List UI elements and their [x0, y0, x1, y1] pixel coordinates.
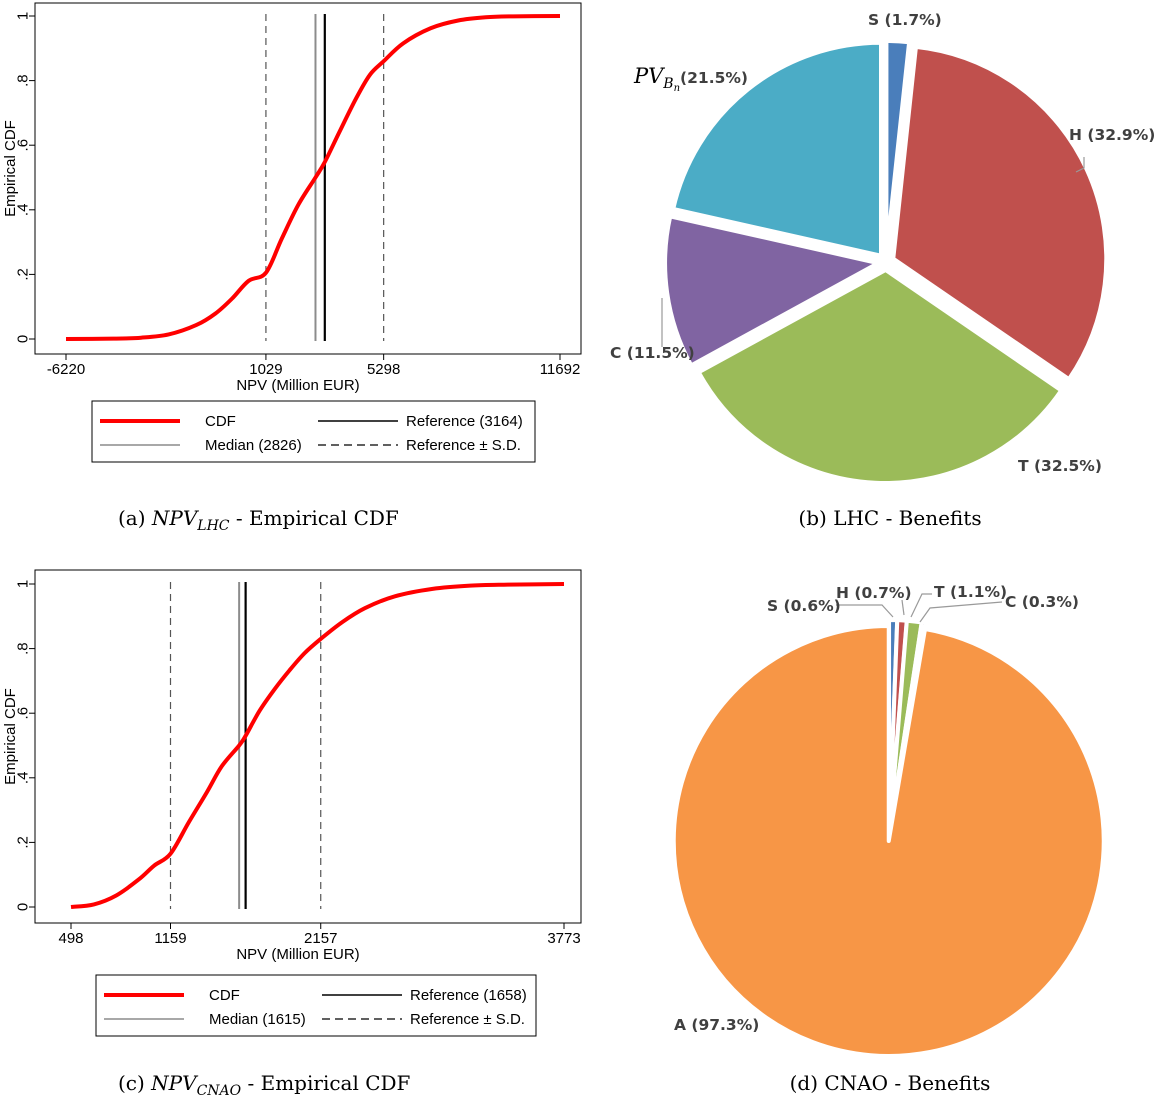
cdf-curve: [70, 582, 565, 909]
legend-label: CDF: [209, 987, 240, 1004]
pie-label-A: A (97.3%): [674, 1016, 759, 1034]
legend-box: [91, 400, 536, 463]
y-tick-label: .2: [15, 836, 32, 849]
x-tick-label: 5298: [367, 361, 400, 378]
pie-label-C: C (0.3%): [1005, 593, 1079, 611]
pie-slice-T: [696, 267, 1064, 485]
leader-line: [919, 601, 1003, 623]
y-tick-label: 0: [15, 903, 32, 911]
legend: CDF Reference (3164) Median (2826) Referenc…: [91, 400, 536, 463]
pie-slice-A: [671, 623, 1106, 1058]
x-tick-label: 3773: [547, 930, 580, 947]
leader-line: [836, 604, 894, 618]
y-tick-label: 1: [15, 580, 32, 588]
caption-prefix: (c): [118, 1071, 151, 1095]
y-axis-label: Empirical CDF: [2, 120, 19, 217]
pie-chart-d: S (0.6%)H (0.7%) T (1.1%)C (0.3%) A (97.3%…: [671, 583, 1106, 1095]
pie-slice-S: [884, 39, 912, 257]
pie-label-C: C (11.5%): [610, 344, 695, 362]
caption-math: NPV: [151, 506, 200, 530]
y-tick-label: 0: [15, 335, 32, 343]
caption-math: NPV: [150, 1071, 199, 1095]
y-axis-label: Empirical CDF: [2, 688, 19, 785]
leader-line: [901, 599, 905, 616]
y-tick-label: .4: [15, 772, 32, 785]
cdf-chart-a: 0 .2 .4 .6 .8 1 -6220 1029 5298 11692 NPV (Million…: [2, 2, 582, 534]
caption-subscript: LHC: [196, 518, 230, 534]
figure-caption: (a) NPVLHC - Empirical CDF: [118, 506, 399, 534]
x-axis-label: NPV (Million EUR): [236, 377, 359, 394]
x-tick-label: 1029: [249, 361, 282, 378]
plot-frame: [34, 2, 582, 355]
x-tick-label: 498: [58, 930, 83, 947]
leader-line: [910, 593, 932, 618]
y-tick-label: .8: [15, 642, 32, 655]
pie-chart-b: S (1.7%)H (32.9%)T (32.5%)C (11.5%)PVBn(…: [610, 11, 1155, 530]
caption-prefix: (a): [118, 506, 152, 530]
x-tick-label: 1159: [154, 930, 186, 947]
pie-label-pct: (21.5%): [680, 69, 748, 87]
legend-label: Median (1615): [209, 1011, 306, 1028]
x-tick-label: 2157: [304, 930, 337, 947]
pie-label-T: T (1.1%): [934, 583, 1007, 601]
plot-frame: [34, 569, 582, 924]
x-axis-label: NPV (Million EUR): [236, 946, 359, 963]
pie-label-S: S (0.6%): [767, 597, 841, 615]
pie-label-T: T (32.5%): [1018, 457, 1102, 475]
pie-label-main: PV: [633, 64, 665, 88]
y-tick-label: .8: [15, 74, 32, 87]
cdf-chart-c: 0 .2 .4 .6 .8 1 498 1159 2157 3773 NPV (Million EU…: [2, 569, 582, 1099]
pie-label-sub: B: [662, 76, 673, 92]
leader-line: [1075, 157, 1085, 173]
y-tick-label: .2: [15, 268, 32, 281]
y-tick-label: .6: [15, 139, 32, 152]
y-tick-label: .4: [15, 204, 32, 217]
legend-label: Reference ± S.D.: [410, 1011, 525, 1028]
legend-label: Reference ± S.D.: [406, 437, 521, 454]
legend-box: [95, 974, 537, 1037]
caption-suffix: - Empirical CDF: [230, 506, 399, 530]
y-tick-label: 1: [15, 12, 32, 20]
caption-subscript: CNAO: [197, 1083, 242, 1099]
legend-label: Reference (3164): [406, 413, 523, 430]
x-tick-label: -6220: [47, 361, 85, 378]
y-tick-label: .6: [15, 707, 32, 720]
legend-label: Median (2826): [205, 437, 302, 454]
legend-label: CDF: [205, 413, 236, 430]
caption-suffix: - Empirical CDF: [241, 1071, 410, 1095]
pie-slice-H: [891, 44, 1109, 382]
pie-label-H: H (32.9%): [1069, 126, 1155, 144]
pie-slice-PV_Bn: [671, 40, 884, 258]
legend-label: Reference (1658): [410, 987, 527, 1004]
pie-label-PV_Bn: PVBn(21.5%): [633, 64, 748, 94]
pie-label-H: H (0.7%): [836, 584, 912, 602]
x-tick-label: 11692: [540, 361, 581, 378]
cdf-curve: [65, 14, 561, 341]
figure-caption: (c) NPVCNAO - Empirical CDF: [118, 1071, 411, 1099]
legend: CDF Reference (1658) Median (1615) Referenc…: [95, 974, 537, 1037]
figure-caption: (d) CNAO - Benefits: [790, 1071, 991, 1095]
pie-label-S: S (1.7%): [868, 11, 942, 29]
pie-label-subsub: n: [674, 83, 680, 94]
pie-slice-C: [663, 214, 881, 368]
figure-caption: (b) LHC - Benefits: [798, 506, 981, 530]
